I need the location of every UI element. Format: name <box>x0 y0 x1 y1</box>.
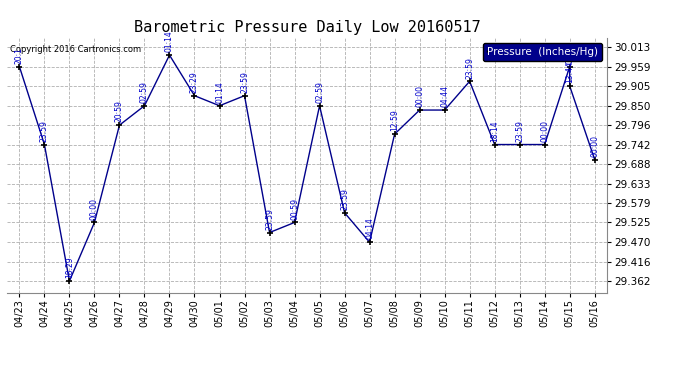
Text: 00:00: 00:00 <box>590 135 599 157</box>
Text: 23:59: 23:59 <box>265 208 274 230</box>
Text: 20:1: 20:1 <box>15 47 24 64</box>
Title: Barometric Pressure Daily Low 20160517: Barometric Pressure Daily Low 20160517 <box>134 20 480 35</box>
Text: 00:00: 00:00 <box>90 198 99 220</box>
Text: 01:14: 01:14 <box>165 31 174 52</box>
Text: 23:59: 23:59 <box>240 71 249 93</box>
Text: 04:14: 04:14 <box>365 217 374 240</box>
Text: 23:59: 23:59 <box>515 120 524 142</box>
Text: 13:44: 13:44 <box>565 62 574 83</box>
Text: 02:59: 02:59 <box>315 81 324 103</box>
Text: 01:14: 01:14 <box>215 81 224 103</box>
Text: 23:59: 23:59 <box>465 57 474 78</box>
Text: 00:00: 00:00 <box>540 120 549 142</box>
Text: 18:29: 18:29 <box>65 256 74 278</box>
Text: 00:59: 00:59 <box>290 198 299 220</box>
Text: 18:14: 18:14 <box>490 120 499 142</box>
Text: Copyright 2016 Cartronics.com: Copyright 2016 Cartronics.com <box>10 45 141 54</box>
Text: 12:59: 12:59 <box>390 110 399 131</box>
Text: 02:59: 02:59 <box>140 81 149 103</box>
Text: 23:29: 23:29 <box>190 71 199 93</box>
Text: 23:59: 23:59 <box>340 188 349 210</box>
Text: 23:59: 23:59 <box>40 120 49 142</box>
Text: 00:00: 00:00 <box>415 85 424 107</box>
Text: 01:14: 01:14 <box>565 42 574 64</box>
Text: 04:44: 04:44 <box>440 85 449 107</box>
Text: 20:59: 20:59 <box>115 100 124 122</box>
Legend: Pressure  (Inches/Hg): Pressure (Inches/Hg) <box>483 43 602 61</box>
